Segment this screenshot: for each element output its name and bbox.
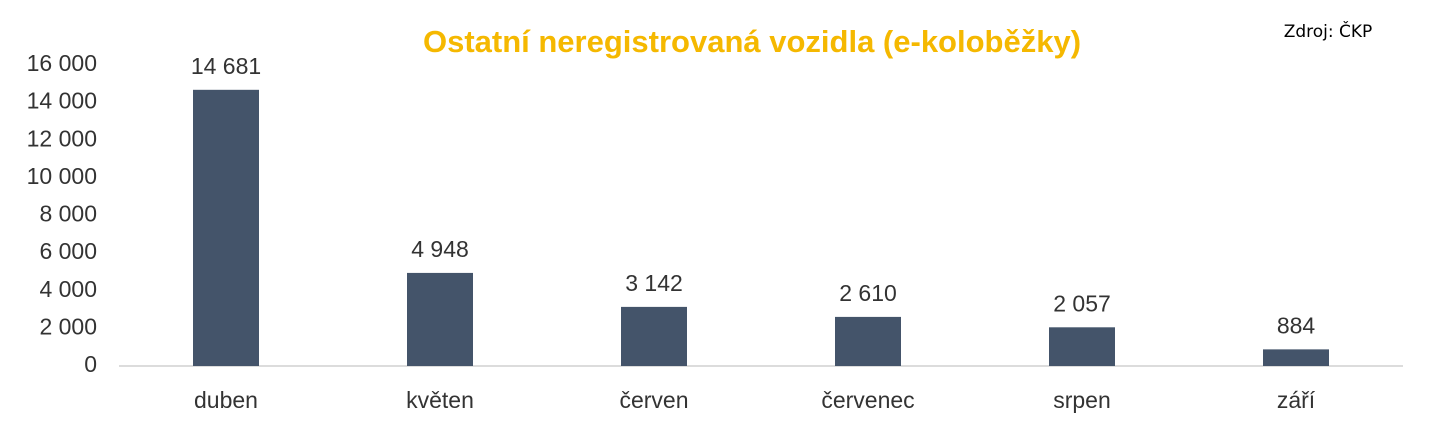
data-label: 2 057: [1053, 290, 1111, 316]
y-tick-label: 8 000: [39, 201, 97, 227]
y-tick-label: 4 000: [39, 276, 97, 302]
data-label: 2 610: [839, 280, 897, 306]
x-tick-label: srpen: [1053, 387, 1111, 413]
data-label: 3 142: [625, 270, 683, 296]
y-tick-label: 16 000: [27, 50, 97, 76]
x-tick-label: červen: [619, 387, 688, 413]
bar: [193, 89, 259, 366]
bar: [1263, 349, 1329, 366]
bar: [1049, 327, 1115, 366]
y-tick-label: 14 000: [27, 88, 97, 114]
y-tick-label: 0: [84, 351, 97, 377]
data-label: 14 681: [191, 53, 261, 79]
y-tick-label: 6 000: [39, 238, 97, 264]
y-tick-label: 12 000: [27, 125, 97, 151]
data-label: 4 948: [411, 236, 469, 262]
bar: [621, 306, 687, 366]
x-tick-label: červenec: [821, 387, 914, 413]
x-tick-label: září: [1277, 387, 1316, 413]
source: Zdroj: ČKP: [1284, 20, 1373, 42]
chart-title: Ostatní neregistrovaná vozidla (e-kolobě…: [423, 24, 1081, 59]
data-label: 884: [1277, 312, 1316, 338]
bar: [835, 316, 901, 366]
x-tick-label: duben: [194, 387, 258, 413]
bar: [407, 272, 473, 366]
x-tick-label: květen: [406, 387, 474, 413]
y-tick-label: 2 000: [39, 313, 97, 339]
y-tick-label: 10 000: [27, 163, 97, 189]
